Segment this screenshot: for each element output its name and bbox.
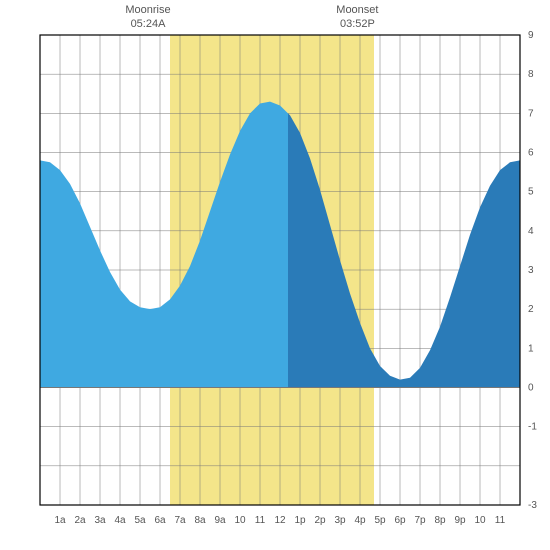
y-tick-label: 6: [528, 148, 534, 159]
x-tick-label: 1a: [54, 515, 66, 526]
x-tick-label: 11: [495, 515, 506, 526]
tide-chart: -3-101234567891a2a3a4a5a6a7a8a9a1011121p…: [0, 0, 550, 550]
x-tick-label: 7p: [414, 515, 426, 526]
x-tick-label: 7a: [174, 515, 186, 526]
y-tick-label: 9: [528, 30, 534, 41]
x-tick-label: 9a: [214, 515, 226, 526]
chart-svg: -3-101234567891a2a3a4a5a6a7a8a9a1011121p…: [0, 0, 550, 550]
x-tick-label: 3p: [334, 515, 346, 526]
y-tick-label: 3: [528, 265, 534, 276]
x-tick-label: 5a: [134, 515, 146, 526]
x-tick-label: 9p: [454, 515, 466, 526]
y-tick-label: 1: [528, 343, 534, 354]
y-tick-label: 7: [528, 108, 534, 119]
y-tick-label: 4: [528, 226, 534, 237]
x-tick-label: 6p: [394, 515, 406, 526]
y-tick-label: -1: [528, 422, 537, 433]
y-tick-label: 0: [528, 383, 534, 394]
annotation-time: 03:52P: [327, 17, 387, 31]
x-tick-label: 10: [234, 515, 246, 526]
x-tick-label: 2a: [74, 515, 86, 526]
x-tick-label: 4a: [114, 515, 126, 526]
annotation-label: Moonrise: [118, 3, 178, 17]
x-tick-label: 10: [474, 515, 486, 526]
annotation-time: 05:24A: [118, 17, 178, 31]
annotation-label: Moonset: [327, 3, 387, 17]
y-tick-label: 8: [528, 69, 534, 80]
x-tick-label: 2p: [314, 515, 326, 526]
x-tick-label: 3a: [94, 515, 106, 526]
moonset-annotation: Moonset03:52P: [327, 3, 387, 32]
x-tick-label: 8p: [434, 515, 446, 526]
y-tick-label: 2: [528, 304, 534, 315]
x-tick-label: 12: [274, 515, 286, 526]
x-tick-label: 1p: [294, 515, 306, 526]
x-tick-label: 4p: [354, 515, 366, 526]
x-tick-label: 8a: [194, 515, 206, 526]
moonrise-annotation: Moonrise05:24A: [118, 3, 178, 32]
y-tick-label: 5: [528, 187, 534, 198]
x-tick-label: 11: [255, 515, 266, 526]
y-tick-label: -3: [528, 500, 537, 511]
x-tick-label: 5p: [374, 515, 386, 526]
x-tick-label: 6a: [154, 515, 166, 526]
